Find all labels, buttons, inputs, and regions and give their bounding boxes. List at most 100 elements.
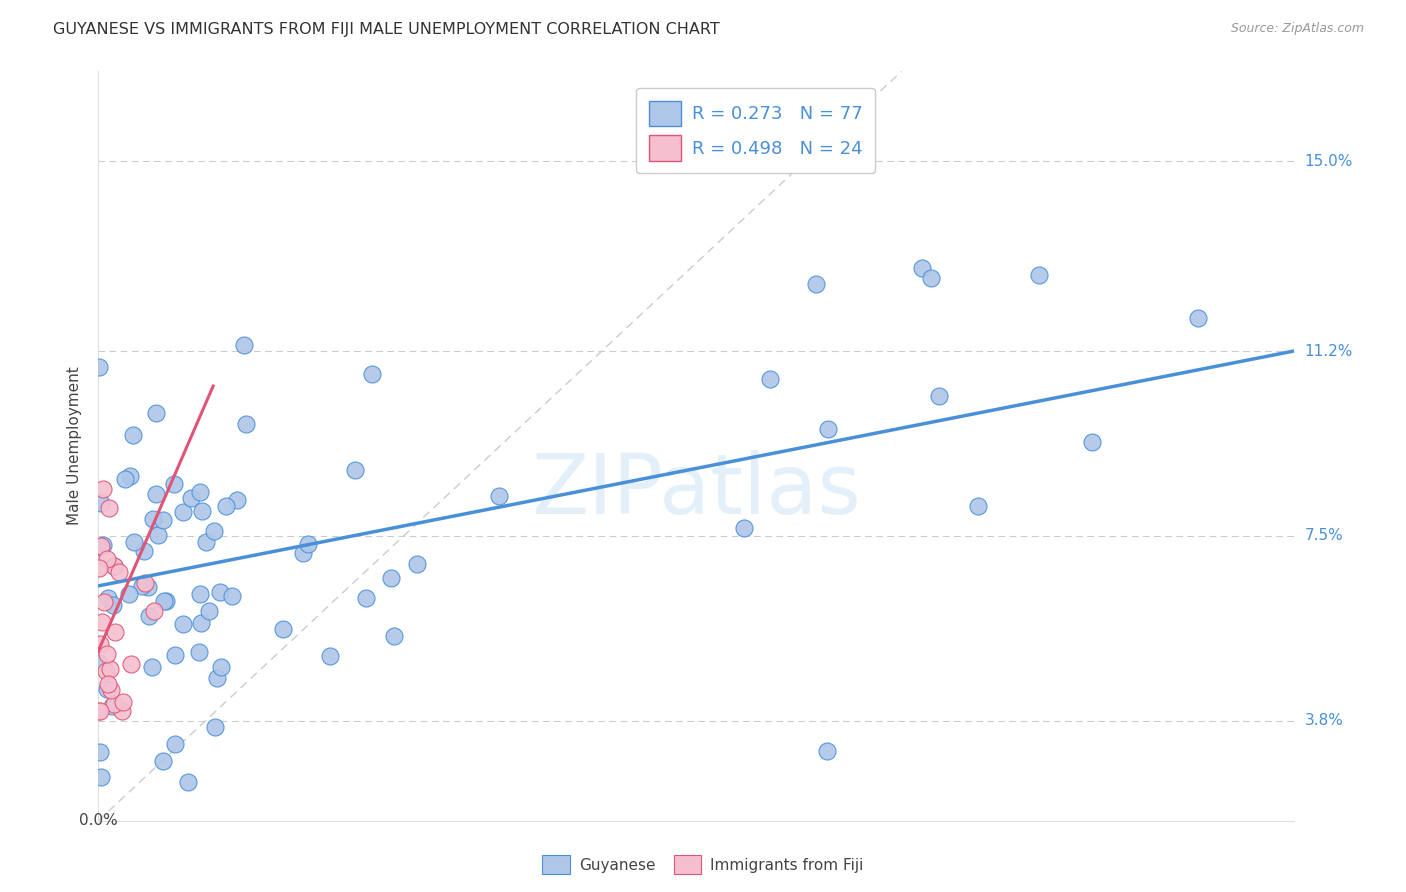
Point <box>233 337 256 351</box>
Point <box>96 551 118 566</box>
Point <box>297 537 319 551</box>
Point <box>94 665 117 679</box>
Point <box>91 482 114 496</box>
Point <box>152 754 174 768</box>
Point <box>89 704 111 718</box>
Point <box>104 625 127 640</box>
Point <box>118 468 141 483</box>
Text: ZIPatlas: ZIPatlas <box>531 450 860 532</box>
Point <box>759 372 782 386</box>
Point <box>1028 268 1050 283</box>
Point <box>152 513 174 527</box>
Point <box>155 593 177 607</box>
Point <box>177 774 200 789</box>
Point <box>344 462 367 476</box>
Point <box>204 524 226 539</box>
Point <box>89 540 111 554</box>
Point <box>225 492 247 507</box>
Point <box>138 609 160 624</box>
Point <box>89 745 111 759</box>
Point <box>920 271 942 285</box>
Point <box>93 595 115 609</box>
Point <box>98 662 121 676</box>
Point <box>101 598 124 612</box>
Point <box>132 544 155 558</box>
Point <box>180 491 202 506</box>
Text: 3.8%: 3.8% <box>1305 714 1344 728</box>
Point <box>1081 434 1104 449</box>
Point <box>122 535 145 549</box>
Point <box>97 677 120 691</box>
Point <box>188 644 211 658</box>
Point <box>136 580 159 594</box>
Point <box>91 615 114 629</box>
Point <box>488 489 510 503</box>
Point <box>405 557 427 571</box>
Point <box>292 546 315 560</box>
Legend: R = 0.273   N = 77, R = 0.498   N = 24: R = 0.273 N = 77, R = 0.498 N = 24 <box>636 88 876 173</box>
Point <box>188 485 211 500</box>
Point <box>103 559 125 574</box>
Point <box>120 657 142 672</box>
Point <box>195 535 218 549</box>
Point <box>319 649 342 664</box>
Point <box>143 604 166 618</box>
Point <box>153 594 176 608</box>
Text: GUYANESE VS IMMIGRANTS FROM FIJI MALE UNEMPLOYMENT CORRELATION CHART: GUYANESE VS IMMIGRANTS FROM FIJI MALE UN… <box>53 22 720 37</box>
Point <box>97 591 120 606</box>
Point <box>354 591 377 605</box>
Point <box>817 421 839 435</box>
Point <box>966 500 988 514</box>
Text: 7.5%: 7.5% <box>1305 528 1343 543</box>
Point <box>103 559 125 574</box>
Point <box>89 637 111 651</box>
Point <box>804 277 827 292</box>
Point <box>87 360 110 375</box>
Point <box>87 561 110 575</box>
Point <box>91 538 114 552</box>
Point <box>90 771 112 785</box>
Point <box>163 648 186 663</box>
Point <box>89 704 111 718</box>
Point <box>209 585 232 599</box>
Point <box>209 660 232 674</box>
Point <box>733 521 755 535</box>
Point <box>145 487 167 501</box>
Point <box>90 539 112 553</box>
Point <box>97 501 120 516</box>
Point <box>103 697 125 711</box>
Point <box>100 682 122 697</box>
Point <box>1187 311 1209 326</box>
Point <box>122 428 145 442</box>
Point <box>815 744 838 758</box>
Point <box>172 616 194 631</box>
Point <box>90 496 112 510</box>
Point <box>188 587 211 601</box>
Point <box>142 512 165 526</box>
Point <box>89 656 111 670</box>
Point <box>141 659 163 673</box>
Point <box>163 738 186 752</box>
Point <box>118 587 141 601</box>
Point <box>221 590 243 604</box>
Point <box>235 417 257 431</box>
Y-axis label: Male Unemployment: Male Unemployment <box>67 367 83 525</box>
Point <box>134 576 156 591</box>
Point <box>271 622 294 636</box>
Point <box>101 699 124 714</box>
Text: 15.0%: 15.0% <box>1305 153 1353 169</box>
Point <box>380 571 402 585</box>
Point <box>198 604 221 618</box>
Point <box>96 682 118 697</box>
Point <box>146 527 169 541</box>
Text: 0.0%: 0.0% <box>79 814 118 828</box>
Point <box>382 629 405 643</box>
Point <box>110 704 132 718</box>
Point <box>191 504 214 518</box>
Point <box>111 696 134 710</box>
Point <box>114 472 136 486</box>
Point <box>205 671 228 685</box>
Point <box>215 499 238 513</box>
Point <box>204 720 226 734</box>
Point <box>172 505 194 519</box>
